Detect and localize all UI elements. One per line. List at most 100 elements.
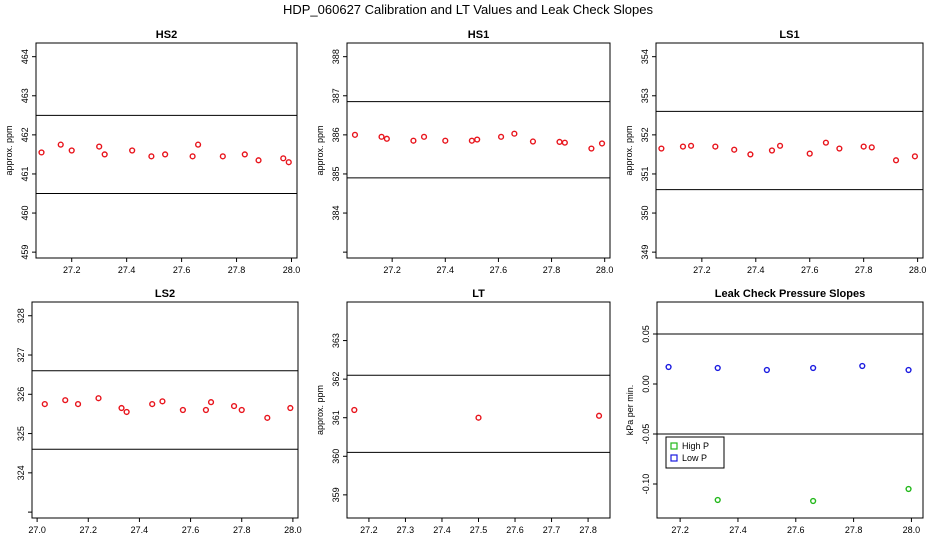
panel-title: LS1 (779, 29, 799, 41)
panel-ls1: LS1 27.2 27.4 27.6 27.8 28.0 349 350 351 352 353 35… (624, 29, 926, 275)
data-point (468, 137, 475, 144)
x-tick-label: 28.0 (596, 265, 614, 275)
data-point (497, 133, 505, 140)
plot-frame (346, 42, 611, 259)
y-tick-label: 324 (16, 465, 26, 480)
panel-title: LS2 (155, 288, 175, 300)
x-tick-label: 27.6 (490, 265, 508, 275)
data-point (511, 130, 518, 137)
plot-frame (31, 301, 299, 519)
data-point (383, 135, 390, 142)
y-tick-label: -0.10 (641, 474, 651, 495)
data-point (658, 145, 665, 152)
data-point (561, 139, 568, 146)
x-tick-label: 27.4 (437, 265, 455, 275)
data-point (810, 497, 817, 505)
data-point (836, 145, 843, 152)
y-tick-label: 0.05 (641, 325, 651, 343)
y-tick-label: 388 (331, 49, 341, 64)
data-point (118, 404, 125, 412)
data-point (822, 139, 830, 146)
y-tick-label: 462 (20, 127, 30, 142)
data-point (892, 157, 900, 164)
data-point (62, 397, 69, 404)
x-tick-label: 27.2 (360, 525, 378, 535)
y-tick-label: 460 (20, 206, 30, 221)
data-point (731, 146, 738, 153)
data-point (280, 155, 287, 162)
x-tick-label: 27.3 (397, 525, 415, 535)
data-point (714, 496, 721, 504)
data-point (219, 153, 226, 160)
x-tick-label: 27.5 (470, 525, 488, 535)
x-tick-label: 27.2 (383, 265, 401, 275)
legend-label: Low P (682, 453, 707, 463)
data-point (351, 131, 359, 138)
panel-ls2: LS2 27.0 27.2 27.4 27.6 27.8 28.0 324 325 326 327 3… (16, 288, 302, 535)
y-tick-label: 354 (640, 49, 650, 64)
data-point (410, 137, 417, 144)
y-tick-label: 326 (16, 387, 26, 402)
x-tick-label: 27.7 (543, 525, 561, 535)
panel-title: Leak Check Pressure Slopes (715, 288, 865, 300)
data-point (68, 147, 75, 154)
data-point (598, 140, 606, 147)
x-tick-label: 27.6 (506, 525, 524, 535)
y-axis-label: kPa per min. (625, 385, 635, 436)
data-point (442, 137, 449, 144)
y-tick-label: 351 (640, 166, 650, 181)
data-point (162, 151, 169, 158)
data-point (189, 153, 196, 160)
y-tick-label: 0.00 (641, 375, 651, 393)
data-point (287, 404, 294, 412)
data-point (255, 157, 262, 164)
y-tick-label: 328 (16, 308, 26, 323)
panel-leak-check-pressure-slopes: Leak Check Pressure Slopes 27.2 27.4 27.6 27… (625, 288, 924, 535)
panel-lt: LT 27.2 27.3 27.4 27.5 27.6 27.7 27.8 359 360 361 3… (315, 288, 611, 535)
panel-hs1: HS1 27.2 27.4 27.6 27.8 28.0 384 385 386 387 388 ap… (315, 29, 613, 275)
legend-box (665, 436, 725, 469)
data-point (149, 401, 156, 408)
x-tick-label: 27.6 (182, 525, 200, 535)
data-point (238, 406, 245, 414)
plot-frame (656, 301, 924, 519)
data-point (665, 363, 672, 371)
x-tick-label: 27.8 (233, 525, 251, 535)
plot-frame (35, 42, 298, 259)
y-tick-label: 360 (331, 449, 341, 464)
y-tick-label: 352 (640, 127, 650, 142)
data-point (207, 399, 215, 406)
data-point (474, 136, 481, 143)
x-tick-label: 28.0 (284, 525, 302, 535)
panel-title: HS2 (156, 29, 177, 41)
x-tick-label: 27.6 (173, 265, 191, 275)
x-tick-label: 27.2 (80, 525, 98, 535)
x-tick-label: 28.0 (283, 265, 301, 275)
plot-frame (655, 42, 924, 259)
y-tick-label: 349 (640, 245, 650, 260)
y-tick-label: 461 (20, 166, 30, 181)
plot-frame (346, 301, 611, 519)
data-point (860, 143, 867, 150)
y-axis-label: approx. ppm (624, 125, 634, 175)
x-tick-label: 27.4 (747, 265, 765, 275)
figure-title: HDP_060627 Calibration and LT Values and… (283, 2, 654, 17)
data-point (159, 398, 166, 405)
data-point (95, 395, 102, 402)
x-tick-label: 27.4 (131, 525, 149, 535)
legend: High P Low P (665, 436, 725, 469)
data-point (679, 143, 687, 150)
y-tick-label: 386 (331, 127, 341, 142)
data-point (747, 151, 754, 158)
legend-swatch (670, 454, 678, 462)
data-point (712, 143, 719, 150)
y-tick-label: 325 (16, 426, 26, 441)
data-point (595, 412, 603, 419)
y-tick-label: 361 (331, 410, 341, 425)
y-tick-label: -0.05 (641, 424, 651, 445)
data-point (57, 141, 64, 148)
y-tick-label: 459 (20, 245, 30, 260)
data-point (129, 147, 136, 154)
y-axis-label: approx. ppm (315, 125, 325, 175)
x-tick-label: 27.6 (787, 525, 805, 535)
